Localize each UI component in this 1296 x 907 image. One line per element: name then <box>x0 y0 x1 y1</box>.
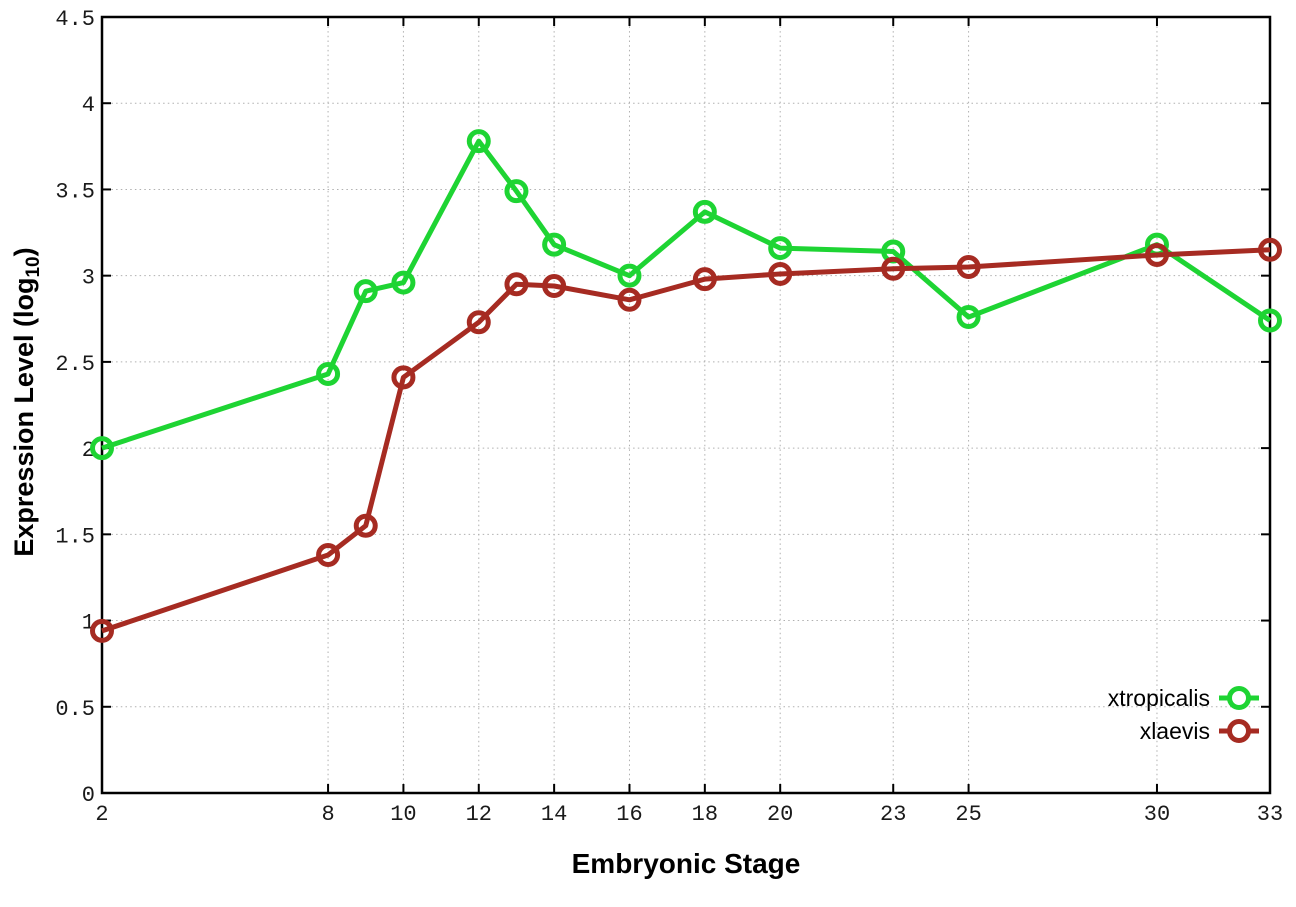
data-point-marker <box>1258 308 1282 333</box>
y-axis-title-close: ) <box>8 247 39 257</box>
data-point-marker <box>353 513 378 538</box>
data-point-marker <box>90 618 114 643</box>
y-tick-label: 4.5 <box>55 7 95 32</box>
data-point-marker <box>1258 237 1282 262</box>
y-tick-label: 4 <box>82 93 95 118</box>
legend-item-xtropicalis: xtropicalis <box>1108 683 1260 713</box>
x-axis-title: Embryonic Stage <box>571 848 801 879</box>
x-tick-label: 33 <box>1257 802 1283 827</box>
data-point-marker <box>542 274 567 299</box>
x-tick-label: 12 <box>466 802 492 827</box>
line-point-marker-icon <box>1219 686 1259 710</box>
data-point-marker <box>466 129 491 154</box>
data-point-marker <box>391 270 416 295</box>
legend-label: xtropicalis <box>1107 684 1210 711</box>
data-point-marker <box>353 279 378 304</box>
data-point-marker <box>1144 242 1169 267</box>
axis-ticks: 2 8 10 12 14 16 18 20 23 25 30 3300.511.522.533.544… <box>55 7 1283 827</box>
gridlines <box>102 17 1271 793</box>
x-tick-label: 20 <box>767 802 793 827</box>
x-tick-label: 2 <box>95 802 108 827</box>
x-tick-label: 25 <box>955 802 981 827</box>
plot-border <box>100 15 1272 795</box>
x-tick-label: 23 <box>880 802 906 827</box>
data-point-marker <box>768 261 793 286</box>
data-point-marker <box>617 287 642 312</box>
legend: xtropicalis xlaevis <box>1108 683 1260 746</box>
x-tick-label: 18 <box>692 802 718 827</box>
data-point-marker <box>881 256 906 281</box>
data-point-marker <box>956 255 981 280</box>
x-tick-label: 14 <box>541 802 567 827</box>
data-point-marker <box>692 199 717 224</box>
data-point-marker <box>391 365 416 390</box>
data-point-marker <box>316 361 341 386</box>
y-axis-title-text: Expression Level (log <box>8 277 39 557</box>
data-point-marker <box>617 263 642 288</box>
legend-item-xlaevis: xlaevis <box>1140 716 1260 746</box>
y-tick-label: 0.5 <box>55 697 95 722</box>
data-point-marker <box>504 179 529 204</box>
data-point-marker <box>90 436 114 461</box>
line-point-marker-icon <box>1219 719 1259 743</box>
x-tick-label: 8 <box>321 802 334 827</box>
y-axis-title-subscript: 10 <box>23 256 45 278</box>
data-point-marker <box>692 267 717 292</box>
data-point-marker <box>504 272 529 297</box>
y-tick-label: 0 <box>82 783 95 808</box>
data-point-marker <box>768 236 793 261</box>
x-tick-label: 10 <box>390 802 416 827</box>
data-point-marker <box>956 305 981 330</box>
x-tick-label: 16 <box>616 802 642 827</box>
series-line <box>101 247 1271 634</box>
data-point-marker <box>316 543 341 568</box>
series-xtropicalis <box>90 129 1282 461</box>
data-point-marker <box>466 310 491 335</box>
y-tick-label: 3 <box>82 266 95 291</box>
series-xlaevis <box>90 237 1282 643</box>
x-tick-label: 30 <box>1144 802 1170 827</box>
y-tick-label: 3.5 <box>55 179 95 204</box>
y-axis-title: Expression Level (log10) <box>9 247 45 556</box>
series-line <box>101 138 1272 451</box>
y-tick-label: 1.5 <box>55 524 95 549</box>
data-point-marker <box>542 232 567 257</box>
y-tick-label: 2.5 <box>55 352 95 377</box>
legend-label: xlaevis <box>1139 717 1210 744</box>
